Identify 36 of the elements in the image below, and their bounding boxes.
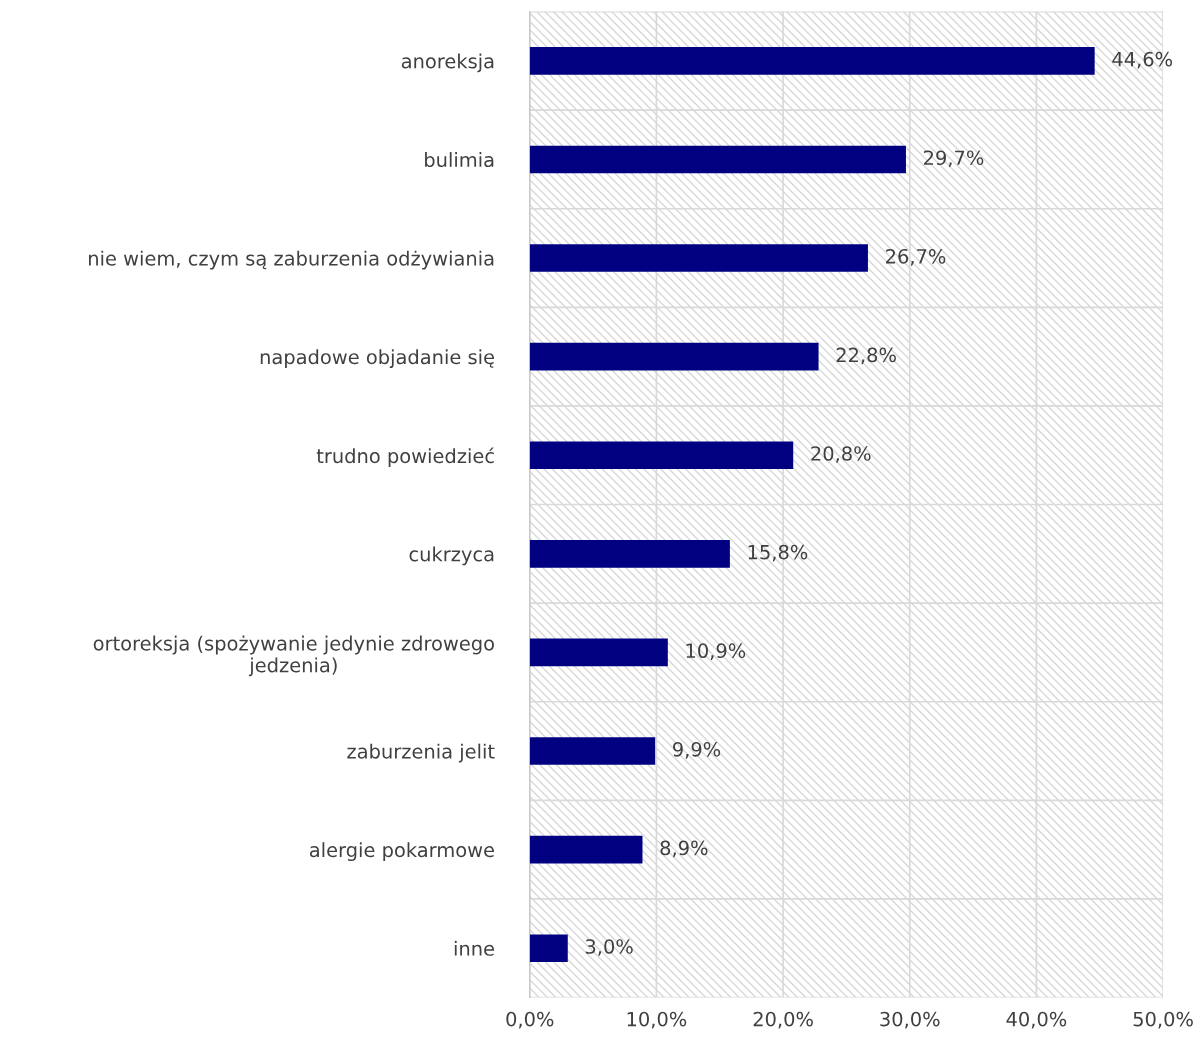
x-tick-label: 40,0% [1006, 1011, 1067, 1029]
x-tick-label: 20,0% [753, 1011, 813, 1029]
bar [529, 441, 794, 470]
data-label: 8,9% [660, 840, 708, 858]
y-tick-label: cukrzyca [409, 546, 494, 566]
bar [529, 47, 1095, 75]
bar [529, 737, 656, 765]
x-tick-label: 30,0% [880, 1011, 940, 1029]
y-tick-label: alergie pokarmowe [309, 842, 494, 862]
data-label: 26,7% [886, 248, 946, 266]
bar [529, 540, 730, 568]
bar [529, 244, 868, 272]
bar [529, 835, 643, 864]
y-tick-label: nie wiem, czym są zaburzenia odżywiania [89, 250, 494, 270]
x-tick-label: 50,0% [1133, 1011, 1193, 1029]
x-tick-label: 0,0% [506, 1011, 554, 1029]
x-tick-label: 10,0% [627, 1011, 687, 1029]
data-label: 29,7% [924, 150, 984, 168]
bar [529, 934, 568, 963]
y-tick-label: trudno powiedzieć [316, 447, 494, 468]
y-tick-label: ortoreksja (spożywanie jedynie zdrowego jedzenia) [93, 635, 494, 677]
data-label: 15,8% [748, 544, 808, 562]
y-tick-label: anoreksja [401, 53, 494, 73]
bar [529, 342, 819, 371]
y-tick-label: zaburzenia jelit [347, 743, 495, 763]
data-label: 20,8% [811, 446, 871, 463]
data-label: 10,9% [686, 643, 746, 661]
data-label: 3,0% [585, 939, 633, 956]
data-label: 9,9% [673, 741, 721, 759]
data-label: 44,6% [1112, 51, 1173, 69]
y-tick-label: napadowe objadanie się [260, 349, 494, 369]
bar [529, 145, 906, 174]
bar [529, 638, 668, 667]
y-tick-label: bulimia [425, 152, 494, 168]
y-tick-label: inne [454, 940, 494, 956]
data-label: 22,8% [836, 347, 896, 365]
